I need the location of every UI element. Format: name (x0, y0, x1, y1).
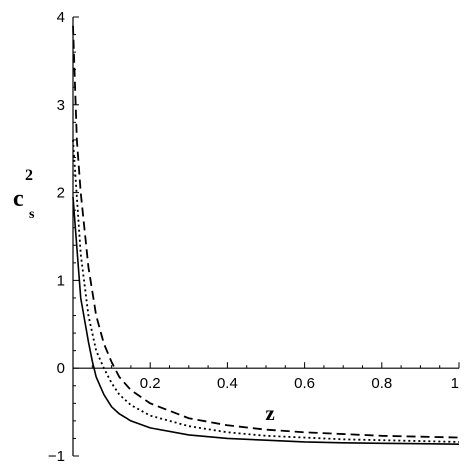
x-tick-label: 0.6 (294, 375, 315, 392)
x-tick-label: 1 (451, 375, 459, 392)
y-axis-label: c (13, 186, 24, 212)
axes (72, 17, 459, 456)
y-tick-label: 4 (57, 9, 65, 26)
series-line-dotted (72, 139, 460, 443)
y-tick-label: 2 (57, 185, 65, 202)
x-axis-label: z (265, 401, 274, 425)
x-tick-label: 0.8 (371, 375, 392, 392)
series (72, 25, 460, 445)
y-tick-label: 1 (57, 272, 65, 289)
axis-labels: z c s 2 (13, 167, 275, 425)
ticks: 0.2 0.4 0.6 0.8 1 −1 0 1 2 3 4 (48, 9, 460, 465)
x-tick-label: 0.2 (140, 375, 161, 392)
y-tick-label: 0 (57, 360, 65, 377)
y-axis-label-subscript: s (29, 207, 35, 222)
y-tick-label: −1 (48, 448, 65, 465)
y-tick-label: 3 (57, 97, 65, 114)
x-tick-label: 0.4 (217, 375, 238, 392)
series-line-solid (72, 196, 460, 445)
y-axis-label-superscript: 2 (25, 167, 33, 184)
series-line-dashed (72, 25, 460, 439)
